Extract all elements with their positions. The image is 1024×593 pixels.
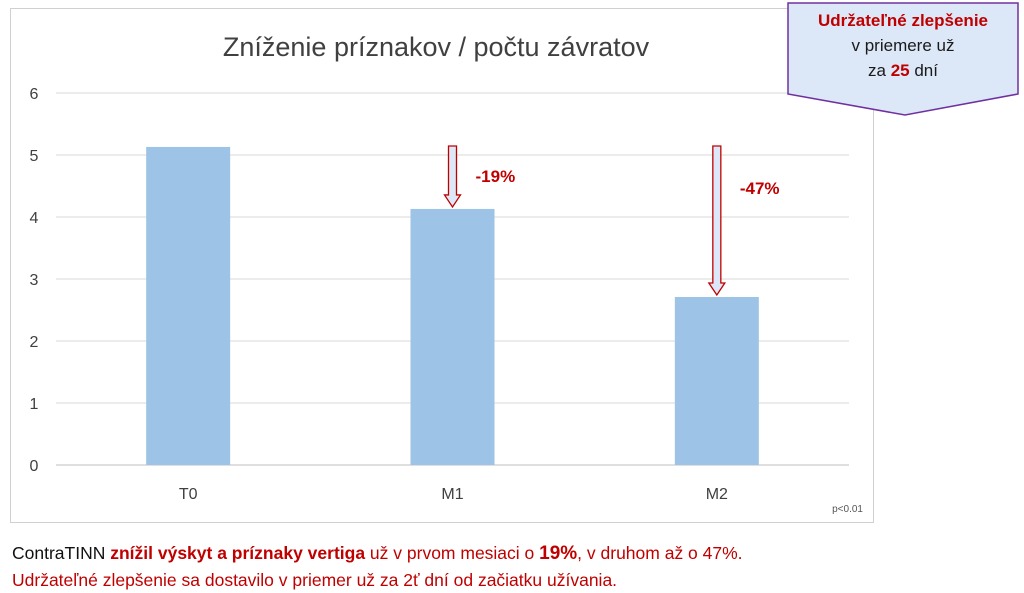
callout-line3-prefix: za	[868, 61, 891, 80]
data-label-m1: -19%	[476, 167, 516, 186]
x-tick-label: T0	[179, 486, 198, 503]
down-arrow-m1	[443, 145, 462, 209]
footnote: p<0.01	[832, 504, 863, 515]
caption-highlight: znížil výskyt a príznaky vertiga	[110, 543, 366, 563]
y-tick-label: 1	[30, 396, 39, 413]
caption-pct: 19%	[539, 543, 578, 564]
callout-box	[787, 2, 1019, 116]
bar-t0	[146, 146, 231, 465]
down-arrow-m2	[707, 145, 727, 297]
x-tick-label: M1	[441, 486, 463, 503]
chart-frame: -19% -47% 0 1 2 3 4 5 6 T0 M1 M2 Zníženie príznako…	[10, 8, 874, 523]
callout-days: 25	[890, 61, 910, 80]
y-tick-label: 5	[30, 148, 39, 165]
chart-title: Zníženie príznakov / počtu závratov	[223, 32, 650, 62]
caption: ContraTINN znížil výskyt a príznaky vert…	[12, 540, 1012, 593]
bar-chart: -19% -47% 0 1 2 3 4 5 6 T0 M1 M2 Zníženie príznako…	[30, 32, 864, 515]
caption-mid: už v prvom mesiaci o	[365, 543, 540, 563]
caption-brand: ContraTINN	[12, 543, 111, 563]
callout-line3: za 25 dní	[787, 58, 1019, 83]
callout-line3-suffix: dní	[909, 61, 938, 80]
y-tick-label: 2	[30, 334, 39, 351]
callout-text: Udržateľné zlepšenie v priemere už za 25…	[787, 8, 1019, 83]
y-tick-label: 0	[30, 458, 39, 475]
bar-m2	[674, 296, 759, 465]
caption-end: , v druhom až o 47%.	[577, 543, 743, 563]
y-tick-label: 3	[30, 272, 39, 289]
data-label-m2: -47%	[740, 179, 780, 198]
caption-line1: ContraTINN znížil výskyt a príznaky vert…	[12, 540, 1012, 567]
callout-line2: v priemere už	[851, 36, 955, 55]
callout-line1: Udržateľné zlepšenie	[818, 11, 988, 30]
y-tick-label: 6	[30, 86, 39, 103]
caption-line2: Udržateľné zlepšenie sa dostavilo v prie…	[12, 570, 618, 590]
x-tick-label: M2	[706, 486, 728, 503]
bar-m1	[410, 208, 495, 465]
y-tick-label: 4	[30, 210, 39, 227]
